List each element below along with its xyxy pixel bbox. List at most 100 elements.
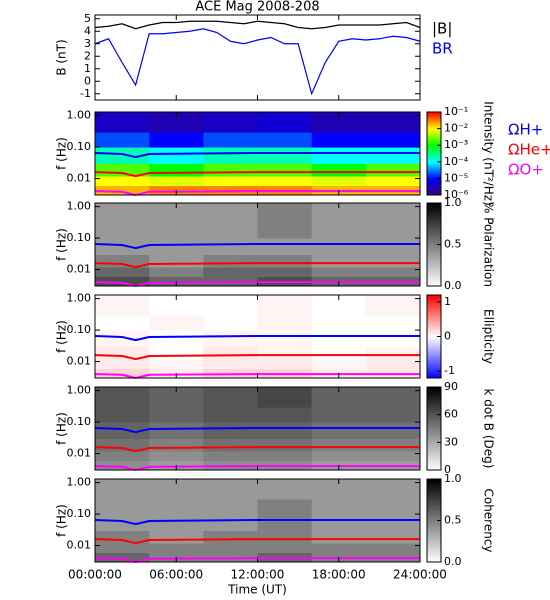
heatmap-cell [311,132,367,148]
colorbar-slice [427,520,441,524]
y-axis-label: B (nT) [55,39,69,75]
heatmap-cell [203,176,258,187]
colorbar-slice [427,547,441,551]
heatmap-cell [311,387,367,408]
colorbar-slice [427,367,441,371]
heatmap-cell [149,530,204,544]
heatmap-cell [257,223,313,239]
heatmap-cell [95,499,150,515]
x-tick-label: 00:00:00 [68,568,122,582]
colorbar-slice [427,246,441,250]
heatmap-cell [203,514,258,532]
heatmap-cell [95,460,150,471]
colorbar-slice [427,271,441,275]
colorbar-slice [427,493,441,497]
colorbar-slice [427,112,441,115]
colorbar-slice [427,416,441,419]
colorbar-slice [427,353,441,356]
colorbar-frame [426,111,442,196]
colorbar-slice [427,232,441,235]
colorbar-slice [427,487,441,490]
heatmap-cell [311,295,367,316]
y-tick-label: 0.10 [67,231,92,244]
colorbar-slice [427,479,441,482]
colorbar-slice [427,535,441,538]
heatmap-cell [95,479,150,500]
heatmap-cell [365,267,421,278]
colorbar-slice [427,324,441,327]
colorbar-slice [427,524,441,528]
colorbar-slice [427,182,441,186]
colorbar-slice [427,136,441,140]
colorbar-slice [427,172,441,175]
colorbar-tick-label: 0 [444,463,451,476]
y-tick-label: 0.10 [67,507,92,520]
y-tick-label: 0.10 [67,323,92,336]
colorbar-tick-label: 10⁻⁶ [444,188,469,201]
y-tick-label: 0.01 [67,355,92,368]
colorbar-slice [427,118,441,121]
colorbar-slice [427,157,441,161]
colorbar-slice [427,449,441,452]
colorbar-slice [427,301,441,304]
colorbar-label: Coherency [482,488,496,552]
colorbar-slice [427,240,441,243]
colorbar-slice [427,161,441,165]
x-tick-label: 18:00:00 [312,568,366,582]
heatmap-cell [257,163,313,177]
colorbar-slice [427,207,441,210]
colorbar-slice [427,328,441,331]
colorbar-slice [427,549,441,553]
gyro-line [94,334,420,342]
heatmap-cell [365,163,421,177]
heatmap-cell [365,387,421,408]
colorbar-slice [427,165,441,169]
colorbar-slice [427,559,441,563]
heatmap-cell [203,359,258,370]
heatmap-cell [149,451,204,462]
heatmap-cell [95,552,150,563]
colorbar-slice [427,373,441,377]
y-axis-label: f (Hz) [55,412,69,445]
colorbar-slice [427,225,441,229]
heatmap-cell [95,238,150,256]
heatmap-cell [257,132,313,148]
heatmap-cell [365,315,421,331]
colorbar-slice [427,336,441,340]
heatmap-cell [95,223,150,239]
colorbar-slice [427,557,441,561]
colorbar-slice [427,501,441,505]
y-tick-label: 0.10 [67,140,92,153]
colorbar-slice [427,465,441,469]
heatmap-cell [149,346,204,360]
heatmap-cell [149,176,204,187]
colorbar-slice [427,277,441,281]
colorbar-slice [427,401,441,405]
colorbar-slice [427,305,441,308]
colorbar-slice [427,426,441,429]
gyro-line [94,354,420,361]
heatmap-cell [95,267,150,278]
colorbar-slice [427,321,441,325]
heatmap-cell [149,163,204,177]
heatmap-cell [311,267,367,278]
heatmap-cell [203,479,258,500]
legend-label: ΩO+ [508,161,544,179]
colorbar-slice [427,497,441,501]
heatmap-cell [365,176,421,187]
colorbar-slice [427,424,441,427]
heatmap-cell [257,407,313,423]
heatmap-cell [149,223,204,239]
colorbar-slice [427,229,441,233]
colorbar-tick-label: 90 [444,380,458,393]
y-tick-label: -1 [80,87,91,100]
colorbar-tick-label: 0.0 [444,279,462,292]
gyro-line [94,242,420,250]
y-axis-label: f (Hz) [55,228,69,261]
colorbar-slice [427,265,441,268]
colorbar-tick-label: 10⁻¹ [444,105,468,118]
heatmap-cell [203,112,258,133]
heatmap-cell [311,315,367,331]
colorbar-slice [427,215,441,219]
y-tick-label: 1.00 [67,292,92,305]
